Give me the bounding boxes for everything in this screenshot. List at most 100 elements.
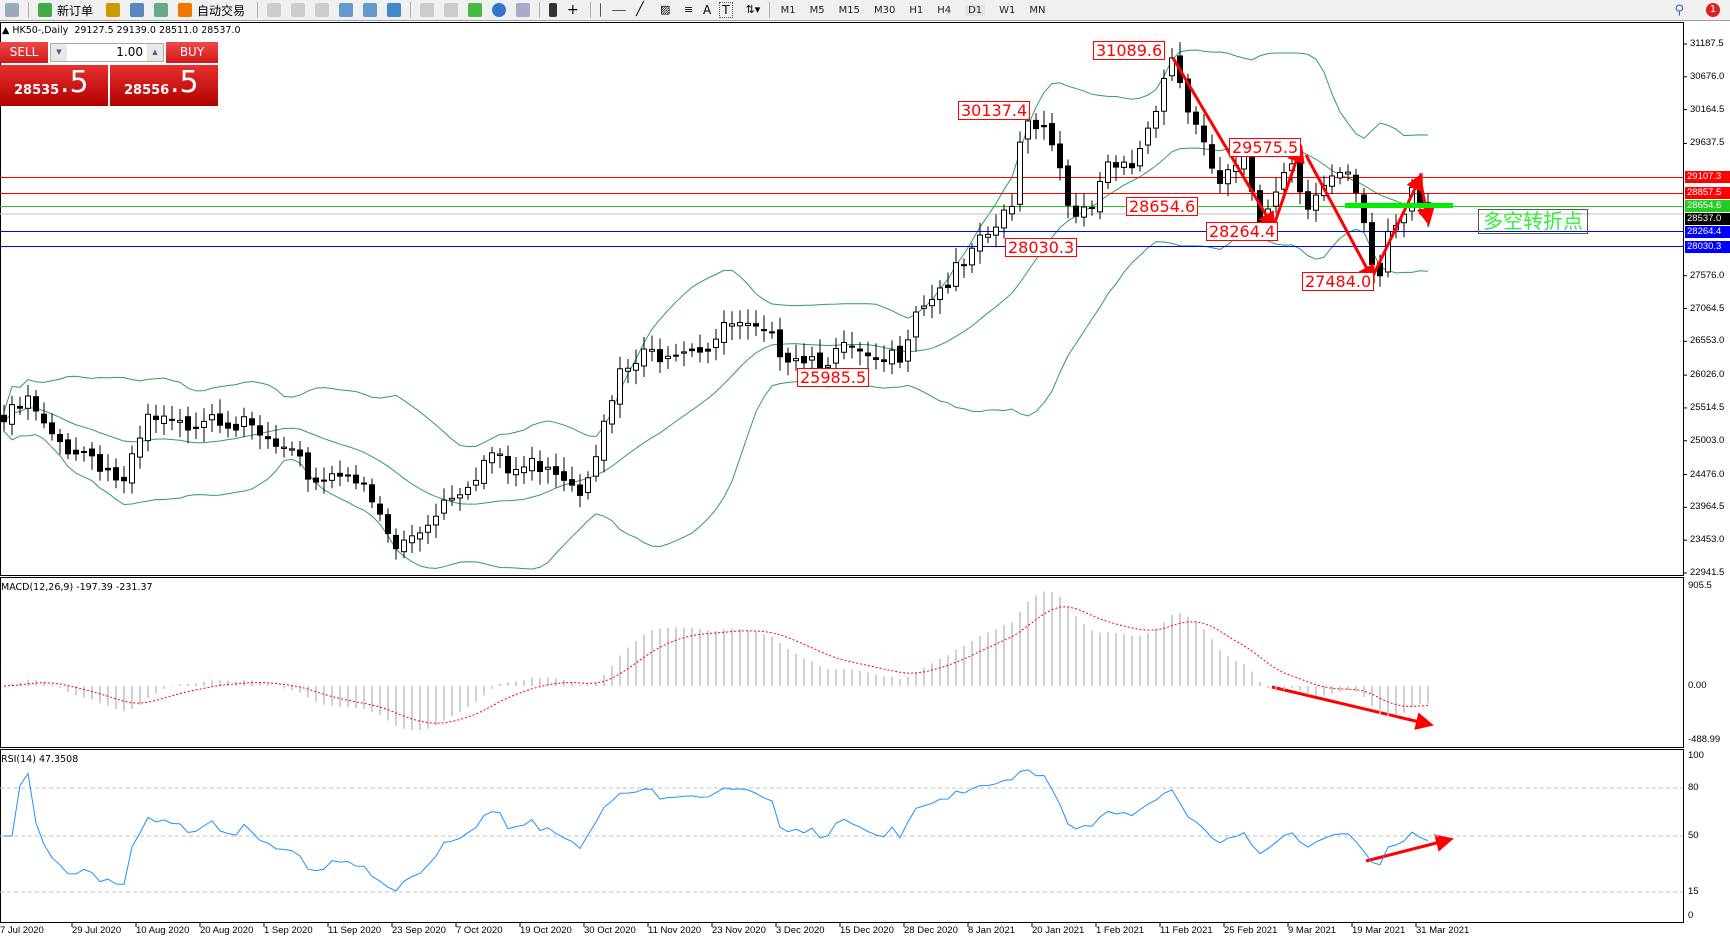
candle-body xyxy=(361,482,367,485)
candle-body xyxy=(105,467,111,471)
auto-scroll-icon[interactable] xyxy=(420,3,435,17)
candle-body xyxy=(289,448,295,451)
divider xyxy=(28,2,29,18)
date-axis-label: 25 Feb 2021 xyxy=(1224,925,1278,936)
data-window-icon[interactable] xyxy=(130,3,145,17)
cursor-icon[interactable] xyxy=(549,3,558,17)
price-axis-label: 26553.0 xyxy=(1690,335,1725,347)
periods-icon[interactable] xyxy=(492,3,507,17)
annotation-label[interactable]: 30137.4 xyxy=(958,101,1031,120)
timeframe-m1[interactable]: M1 xyxy=(780,4,796,16)
annotation-label[interactable]: 29575.5 xyxy=(1229,138,1302,157)
candle-body xyxy=(41,413,47,424)
chart-canvas[interactable] xyxy=(0,22,1730,938)
candle-body xyxy=(801,355,807,364)
candle-body xyxy=(945,284,951,288)
market-watch-icon[interactable] xyxy=(106,3,121,17)
buy-price-button[interactable]: 28556 .5 xyxy=(110,65,218,106)
sell-button[interactable]: SELL xyxy=(0,42,48,63)
annotation-label[interactable]: 27484.0 xyxy=(1302,272,1375,291)
candle-body xyxy=(913,311,919,338)
indicators-icon[interactable] xyxy=(468,3,483,17)
annotation-label[interactable]: 31089.6 xyxy=(1093,41,1166,60)
timeframe-w1[interactable]: W1 xyxy=(999,4,1016,16)
chart-shift-icon[interactable] xyxy=(444,3,459,17)
zoom-out-icon[interactable] xyxy=(363,3,378,17)
crosshair-icon[interactable]: + xyxy=(567,2,579,18)
timeframe-h4[interactable]: H4 xyxy=(937,4,952,16)
candle-body xyxy=(1089,207,1095,210)
timeframe-m30[interactable]: M30 xyxy=(873,4,896,16)
candle-body xyxy=(1033,119,1039,130)
candle-body xyxy=(1081,206,1087,218)
lot-size-input[interactable]: ▼ 1.00 ▲ xyxy=(50,43,164,62)
arrows-icon[interactable]: ⇅▾ xyxy=(745,3,761,16)
timeframe-h1[interactable]: H1 xyxy=(909,4,924,16)
text-tool-button[interactable]: A xyxy=(703,3,712,17)
candle-body xyxy=(425,524,431,533)
candle-body xyxy=(1097,180,1103,213)
candle-body xyxy=(201,420,207,428)
notification-badge[interactable]: 1 xyxy=(1706,3,1720,17)
candle-body xyxy=(1105,161,1111,183)
candle-body xyxy=(9,404,15,425)
equidistant-channel-icon[interactable]: ▨ xyxy=(660,3,671,16)
note-text-box[interactable]: 多空转折点 xyxy=(1478,209,1588,234)
candle-body xyxy=(1329,175,1335,187)
candle-body xyxy=(697,347,703,353)
auto-trading-icon[interactable] xyxy=(178,3,193,17)
vertical-line-icon[interactable] xyxy=(600,3,602,17)
date-axis-label: 28 Dec 2020 xyxy=(904,925,958,936)
candlestick-icon[interactable] xyxy=(291,3,306,17)
date-axis-label: 15 Dec 2020 xyxy=(840,925,894,936)
candle-body xyxy=(433,515,439,526)
candle-body xyxy=(849,345,855,348)
templates-icon[interactable] xyxy=(516,3,531,17)
sell-price-button[interactable]: 28535 .5 xyxy=(0,65,108,106)
candle-body xyxy=(785,352,791,363)
candle-body xyxy=(1201,125,1207,143)
annotation-label[interactable]: 25985.5 xyxy=(797,368,870,387)
text-label-tool-button[interactable]: T xyxy=(719,2,733,18)
candle-body xyxy=(1185,78,1191,113)
zoom-in-icon[interactable] xyxy=(339,3,354,17)
fibonacci-icon[interactable]: ≡ xyxy=(684,3,694,16)
signal-icon[interactable] xyxy=(154,3,169,17)
annotation-label[interactable]: 28264.4 xyxy=(1206,222,1279,241)
tile-windows-icon[interactable] xyxy=(387,3,402,17)
zoom-icon[interactable] xyxy=(5,3,19,17)
date-axis-label: 7 Oct 2020 xyxy=(456,925,503,936)
candle-body xyxy=(57,433,63,443)
price-axis-label: 29637.5 xyxy=(1690,137,1725,149)
candle-body xyxy=(33,396,39,412)
new-order-icon[interactable] xyxy=(38,3,52,17)
line-chart-icon[interactable] xyxy=(315,3,330,17)
timeframe-bar: M1 M5 M15 M30 H1 H4 D1 W1 MN xyxy=(774,4,1053,16)
candle-body xyxy=(921,305,927,309)
horizontal-line-icon[interactable] xyxy=(612,9,627,11)
new-order-button[interactable]: 新订单 xyxy=(57,3,94,18)
candle-body xyxy=(49,422,55,435)
annotation-label[interactable]: 28030.3 xyxy=(1005,238,1078,257)
bar-chart-icon[interactable] xyxy=(267,3,282,17)
lot-decrease-icon[interactable]: ▼ xyxy=(51,44,67,61)
date-axis-label: 7 Jul 2020 xyxy=(0,925,44,936)
trendline-icon[interactable]: ╱ xyxy=(636,2,644,17)
date-axis-label: 9 Mar 2021 xyxy=(1288,925,1337,936)
timeframe-mn[interactable]: MN xyxy=(1029,4,1046,16)
search-icon[interactable]: ⚲ xyxy=(1674,2,1684,18)
timeframe-d1[interactable]: D1 xyxy=(965,4,986,16)
candle-body xyxy=(769,331,775,334)
macd-label: MACD(12,26,9) -197.39 -231.37 xyxy=(1,582,153,593)
candle-body xyxy=(393,534,399,550)
timeframe-m15[interactable]: M15 xyxy=(838,4,860,16)
candle-body xyxy=(417,532,423,540)
buy-button[interactable]: BUY xyxy=(166,42,218,63)
auto-trading-button[interactable]: 自动交易 xyxy=(197,3,246,18)
annotation-label[interactable]: 28654.6 xyxy=(1126,197,1199,216)
macd-axis-label: 0.00 xyxy=(1688,679,1707,691)
timeframe-m5[interactable]: M5 xyxy=(809,4,825,16)
lot-increase-icon[interactable]: ▲ xyxy=(147,44,163,61)
rsi-axis-label: 0 xyxy=(1688,910,1694,921)
toolbar: 新订单 自动交易 + ╱ ▨ ≡ A T ⇅▾ M1 M5 M15 M30 H1 H4 D1… xyxy=(0,0,1730,21)
